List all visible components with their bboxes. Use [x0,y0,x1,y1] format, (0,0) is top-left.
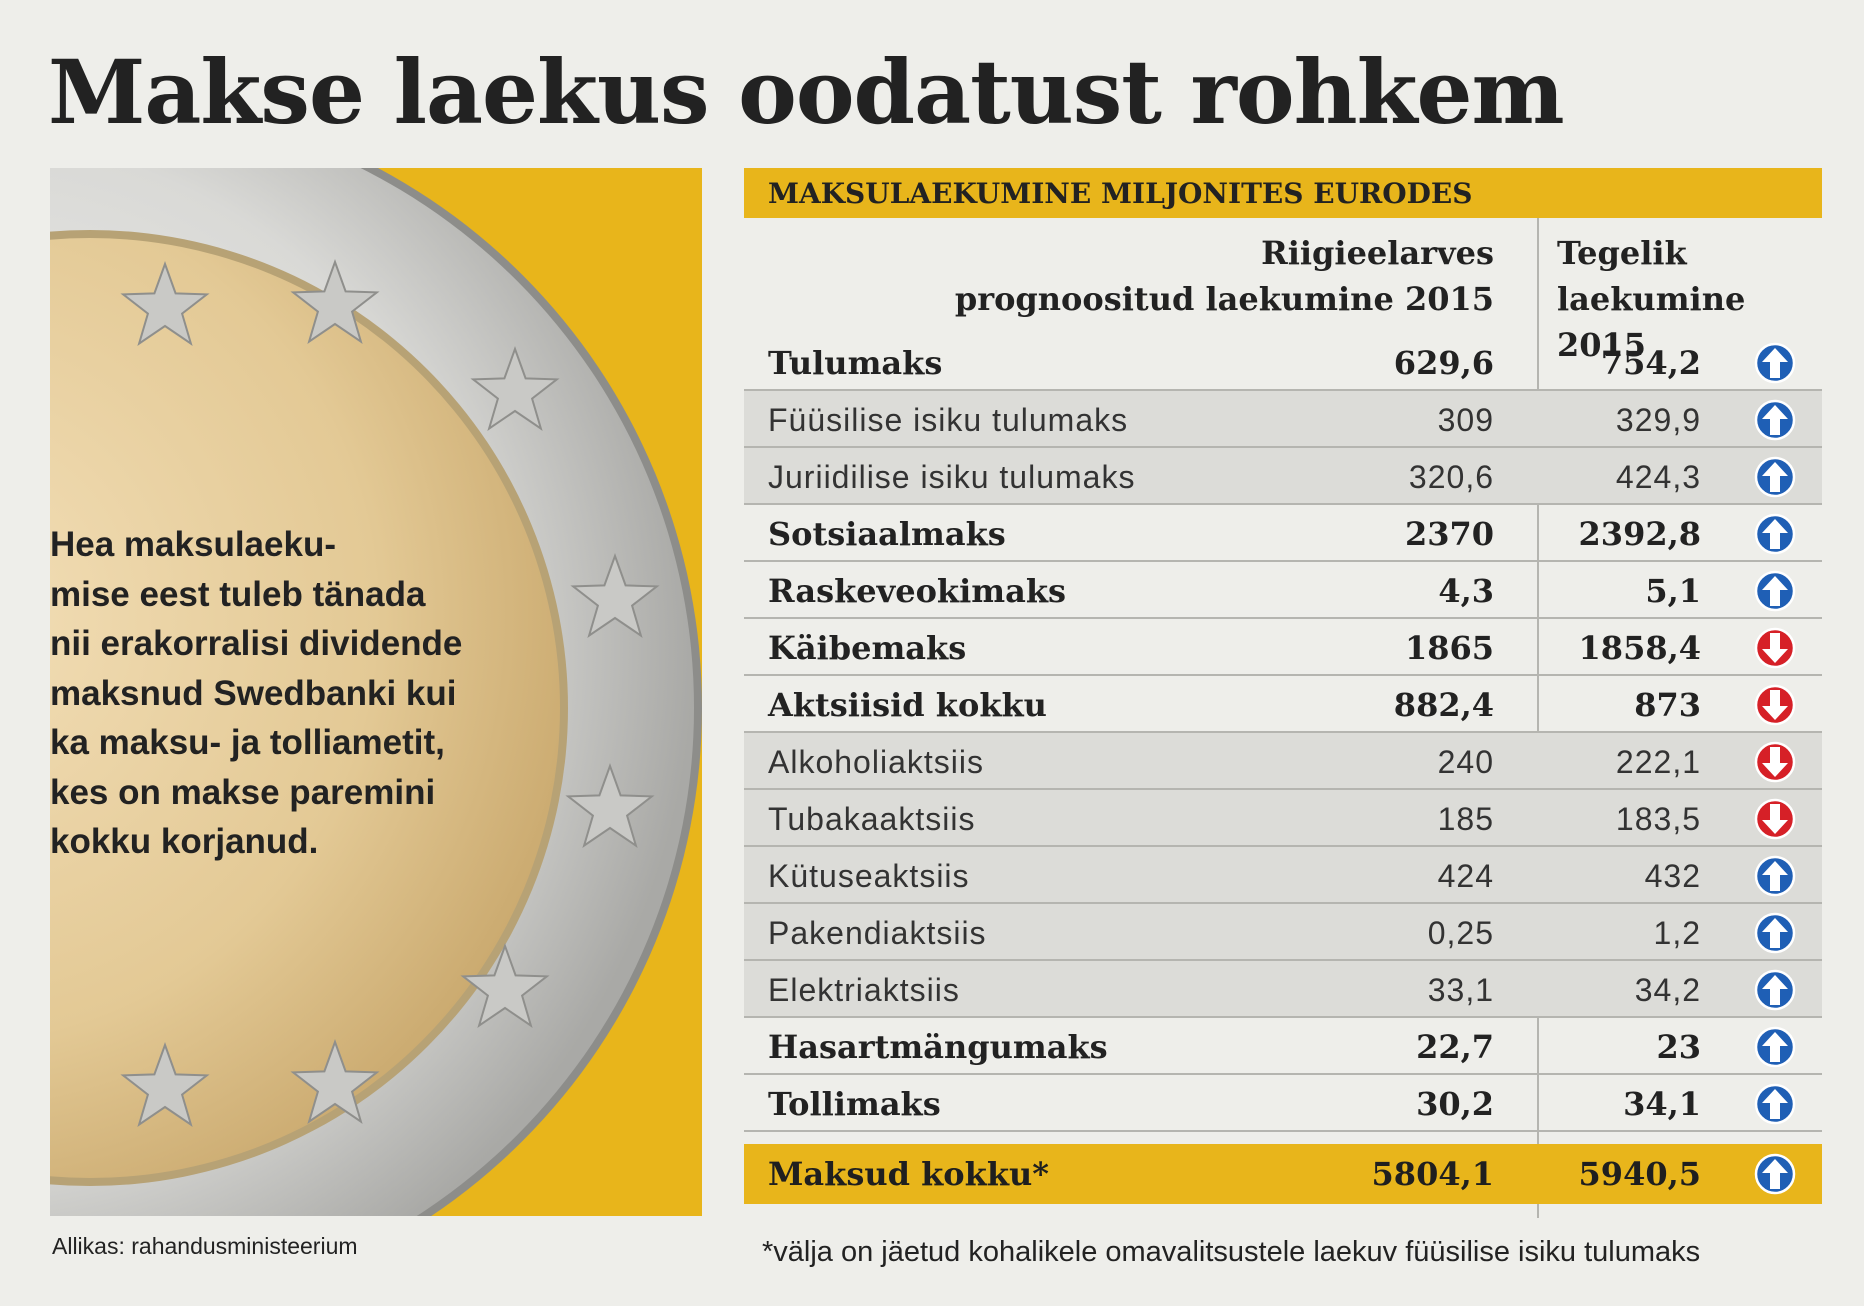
table-row: Käibemaks 1865 1858,4 [744,619,1822,676]
star-icon [470,346,560,431]
row-label: Tulumaks [768,344,943,382]
forecast-value: 1865 [1404,629,1494,667]
forecast-value: 320,6 [1408,459,1494,495]
arrow-up-circle-icon [1754,1083,1796,1125]
table-row: Füüsilise isiku tulumaks 309 329,9 [744,391,1822,448]
table-row: Pakendiaktsiis 0,25 1,2 [744,904,1822,961]
forecast-value: 309 [1437,402,1494,438]
column-divider [1537,218,1539,1218]
arrow-up-circle-icon [1754,399,1796,441]
forecast-value: 22,7 [1416,1028,1494,1066]
row-label: Käibemaks [768,629,967,667]
actual-value: 432 [1644,858,1701,894]
arrow-up-circle-icon [1754,1153,1796,1195]
row-label: Juriidilise isiku tulumaks [768,459,1136,495]
coin-panel: Hea maksulaeku- mise eest tuleb tänada n… [50,168,702,1216]
row-label: Hasartmängumaks [768,1028,1108,1066]
table-row: Alkoholiaktsiis 240 222,1 [744,733,1822,790]
actual-value: 329,9 [1615,402,1701,438]
arrow-down-circle-icon [1754,741,1796,783]
row-label: Tubakaaktsiis [768,801,976,837]
arrow-up-circle-icon [1754,513,1796,555]
actual-value: 1858,4 [1578,629,1701,667]
table-row: Kütuseaktsiis 424 432 [744,847,1822,904]
arrow-down-circle-icon [1754,684,1796,726]
star-icon [565,763,655,848]
forecast-value: 0,25 [1427,915,1494,951]
tax-table: MAKSULAEKUMINE MILJONITES EURODES Riigie… [744,168,1822,1218]
callout-text: Hea maksulaeku- mise eest tuleb tänada n… [50,525,463,861]
actual-value: 754,2 [1600,344,1701,382]
actual-value: 5,1 [1645,572,1701,610]
arrow-up-circle-icon [1754,912,1796,954]
arrow-up-circle-icon [1754,570,1796,612]
forecast-value: 882,4 [1393,686,1494,724]
total-spacer [744,1132,1822,1144]
actual-value: 873 [1634,686,1701,724]
forecast-value: 4,3 [1438,572,1494,610]
star-icon [460,943,550,1028]
table-row: Juriidilise isiku tulumaks 320,6 424,3 [744,448,1822,505]
row-label: Tollimaks [768,1085,941,1123]
table-row: Sotsiaalmaks 2370 2392,8 [744,505,1822,562]
forecast-value: 33,1 [1427,972,1494,1008]
actual-value: 1,2 [1653,915,1701,951]
arrow-up-circle-icon [1754,456,1796,498]
actual-value: 23 [1656,1028,1701,1066]
footnote: *välja on jäetud kohalikele omavalitsust… [762,1236,1701,1268]
table-title: MAKSULAEKUMINE MILJONITES EURODES [744,168,1822,218]
actual-value: 424,3 [1615,459,1701,495]
table-row: Hasartmängumaks 22,7 23 [744,1018,1822,1075]
column-header-actual: Tegelik laekumine 2015 [1557,234,1746,364]
forecast-value: 629,6 [1393,344,1494,382]
euro-coin-illustration [50,168,702,1216]
table-body: Tulumaks 629,6 754,2 Füüsilise isiku tuluma… [744,334,1822,1204]
star-icon [120,1042,210,1127]
row-label: Pakendiaktsiis [768,915,987,951]
table-row: Elektriaktsiis 33,1 34,2 [744,961,1822,1018]
column-header-forecast: Riigieelarves prognoositud laekumine 201… [954,234,1494,318]
arrow-up-circle-icon [1754,1026,1796,1068]
table-row: Tulumaks 629,6 754,2 [744,334,1822,391]
table-row: Aktsiisid kokku 882,4 873 [744,676,1822,733]
forecast-value: 30,2 [1416,1085,1494,1123]
arrow-up-circle-icon [1754,342,1796,384]
source-note: Allikas: rahandusministeerium [52,1233,358,1259]
arrow-up-circle-icon [1754,969,1796,1011]
actual-value: 34,2 [1634,972,1701,1008]
arrow-down-circle-icon [1754,627,1796,669]
table-row: Tubakaaktsiis 185 183,5 [744,790,1822,847]
star-icon [290,259,380,344]
forecast-value: 5804,1 [1371,1155,1494,1193]
page-title: Makse laekus oodatust rohkem [48,40,1565,144]
actual-value: 183,5 [1615,801,1701,837]
forecast-value: 240 [1437,744,1494,780]
star-icon [570,553,660,638]
actual-value: 34,1 [1623,1085,1701,1123]
row-label: Aktsiisid kokku [768,686,1047,724]
forecast-value: 185 [1437,801,1494,837]
table-row: Raskeveokimaks 4,3 5,1 [744,562,1822,619]
row-label: Elektriaktsiis [768,972,960,1008]
star-icon [290,1039,380,1124]
row-label: Füüsilise isiku tulumaks [768,402,1129,438]
star-icon [120,261,210,346]
forecast-value: 2370 [1404,515,1494,553]
arrow-down-circle-icon [1754,798,1796,840]
row-label: Raskeveokimaks [768,572,1067,610]
forecast-value: 424 [1437,858,1494,894]
row-label: Kütuseaktsiis [768,858,970,894]
actual-value: 222,1 [1615,744,1701,780]
actual-value: 2392,8 [1578,515,1701,553]
arrow-up-circle-icon [1754,855,1796,897]
table-row: Tollimaks 30,2 34,1 [744,1075,1822,1132]
total-row: Maksud kokku* 5804,1 5940,5 [744,1144,1822,1204]
actual-value: 5940,5 [1578,1155,1701,1193]
row-label: Sotsiaalmaks [768,515,1006,553]
row-label: Alkoholiaktsiis [768,744,984,780]
row-label: Maksud kokku* [768,1155,1049,1193]
